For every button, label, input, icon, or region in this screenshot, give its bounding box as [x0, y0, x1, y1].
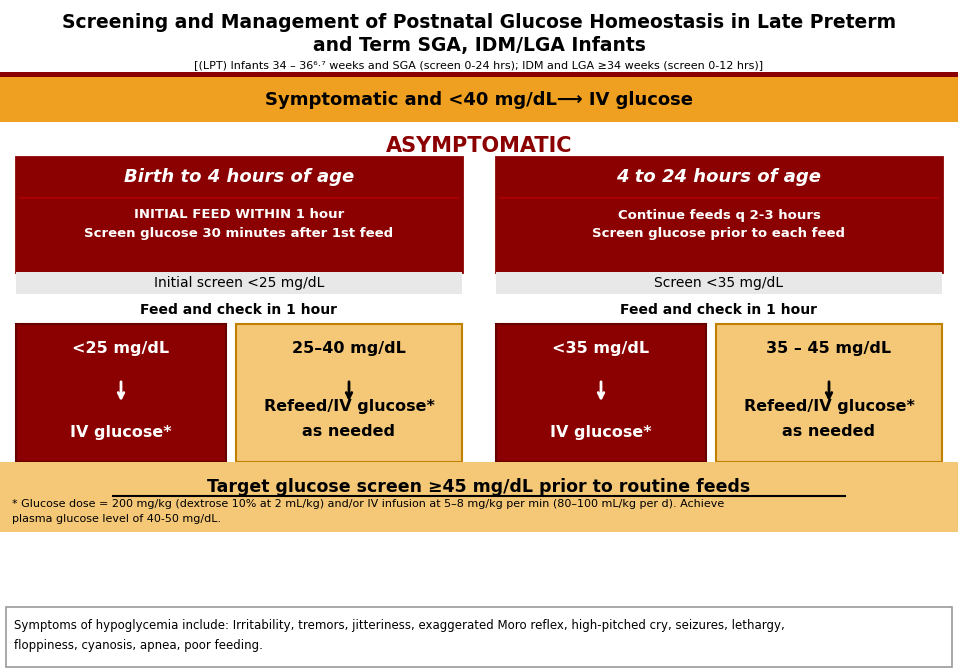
Text: Symptoms of hypoglycemia include: Irritability, tremors, jitteriness, exaggerate: Symptoms of hypoglycemia include: Irrita…	[14, 620, 785, 632]
Text: Screen glucose prior to each feed: Screen glucose prior to each feed	[592, 226, 846, 239]
Text: * Glucose dose = 200 mg/kg (dextrose 10% at 2 mL/kg) and/or IV infusion at 5–8 m: * Glucose dose = 200 mg/kg (dextrose 10%…	[12, 499, 724, 509]
Text: Refeed/IV glucose*: Refeed/IV glucose*	[263, 399, 434, 415]
Text: ASYMPTOMATIC: ASYMPTOMATIC	[386, 136, 572, 156]
Bar	[19, 197, 459, 199]
Text: 25–40 mg/dL: 25–40 mg/dL	[292, 341, 406, 357]
Bar	[0, 462, 958, 532]
Bar	[499, 197, 939, 199]
Bar	[16, 157, 462, 272]
Text: Screen <35 mg/dL: Screen <35 mg/dL	[654, 276, 784, 290]
Text: Initial screen <25 mg/dL: Initial screen <25 mg/dL	[154, 276, 324, 290]
Text: Screen glucose 30 minutes after 1st feed: Screen glucose 30 minutes after 1st feed	[84, 226, 394, 239]
Bar	[716, 324, 942, 462]
Bar	[496, 324, 706, 462]
Text: Feed and check in 1 hour: Feed and check in 1 hour	[621, 303, 817, 317]
Text: and Term SGA, IDM/LGA Infants: and Term SGA, IDM/LGA Infants	[312, 36, 646, 54]
Bar	[0, 77, 958, 122]
Bar	[496, 272, 942, 294]
Text: Screening and Management of Postnatal Glucose Homeostasis in Late Preterm: Screening and Management of Postnatal Gl…	[62, 13, 896, 32]
Text: 4 to 24 hours of age: 4 to 24 hours of age	[617, 168, 822, 186]
Text: as needed: as needed	[303, 425, 396, 439]
Text: Feed and check in 1 hour: Feed and check in 1 hour	[141, 303, 337, 317]
Text: IV glucose*: IV glucose*	[70, 425, 171, 439]
Text: Symptomatic and <40 mg/dL⟶ IV glucose: Symptomatic and <40 mg/dL⟶ IV glucose	[265, 91, 693, 109]
Text: IV glucose*: IV glucose*	[550, 425, 651, 439]
Text: Target glucose screen ≥45 mg/dL prior to routine feeds: Target glucose screen ≥45 mg/dL prior to…	[207, 478, 751, 496]
Text: INITIAL FEED WITHIN 1 hour: INITIAL FEED WITHIN 1 hour	[134, 208, 344, 222]
Bar	[16, 324, 226, 462]
Bar	[0, 72, 958, 77]
Text: Birth to 4 hours of age: Birth to 4 hours of age	[124, 168, 354, 186]
Text: Continue feeds q 2-3 hours: Continue feeds q 2-3 hours	[618, 208, 820, 222]
Bar	[16, 272, 462, 294]
Text: floppiness, cyanosis, apnea, poor feeding.: floppiness, cyanosis, apnea, poor feedin…	[14, 640, 262, 653]
Bar	[496, 157, 942, 272]
Bar	[6, 607, 952, 667]
Text: Refeed/IV glucose*: Refeed/IV glucose*	[743, 399, 915, 415]
Text: as needed: as needed	[783, 425, 876, 439]
Text: [(LPT) Infants 34 – 36⁶‧⁷ weeks and SGA (screen 0-24 hrs); IDM and LGA ≥34 weeks: [(LPT) Infants 34 – 36⁶‧⁷ weeks and SGA …	[194, 60, 764, 70]
Text: <25 mg/dL: <25 mg/dL	[73, 341, 170, 357]
Text: <35 mg/dL: <35 mg/dL	[553, 341, 650, 357]
Text: 35 – 45 mg/dL: 35 – 45 mg/dL	[766, 341, 892, 357]
Bar	[236, 324, 462, 462]
Text: plasma glucose level of 40-50 mg/dL.: plasma glucose level of 40-50 mg/dL.	[12, 514, 221, 524]
